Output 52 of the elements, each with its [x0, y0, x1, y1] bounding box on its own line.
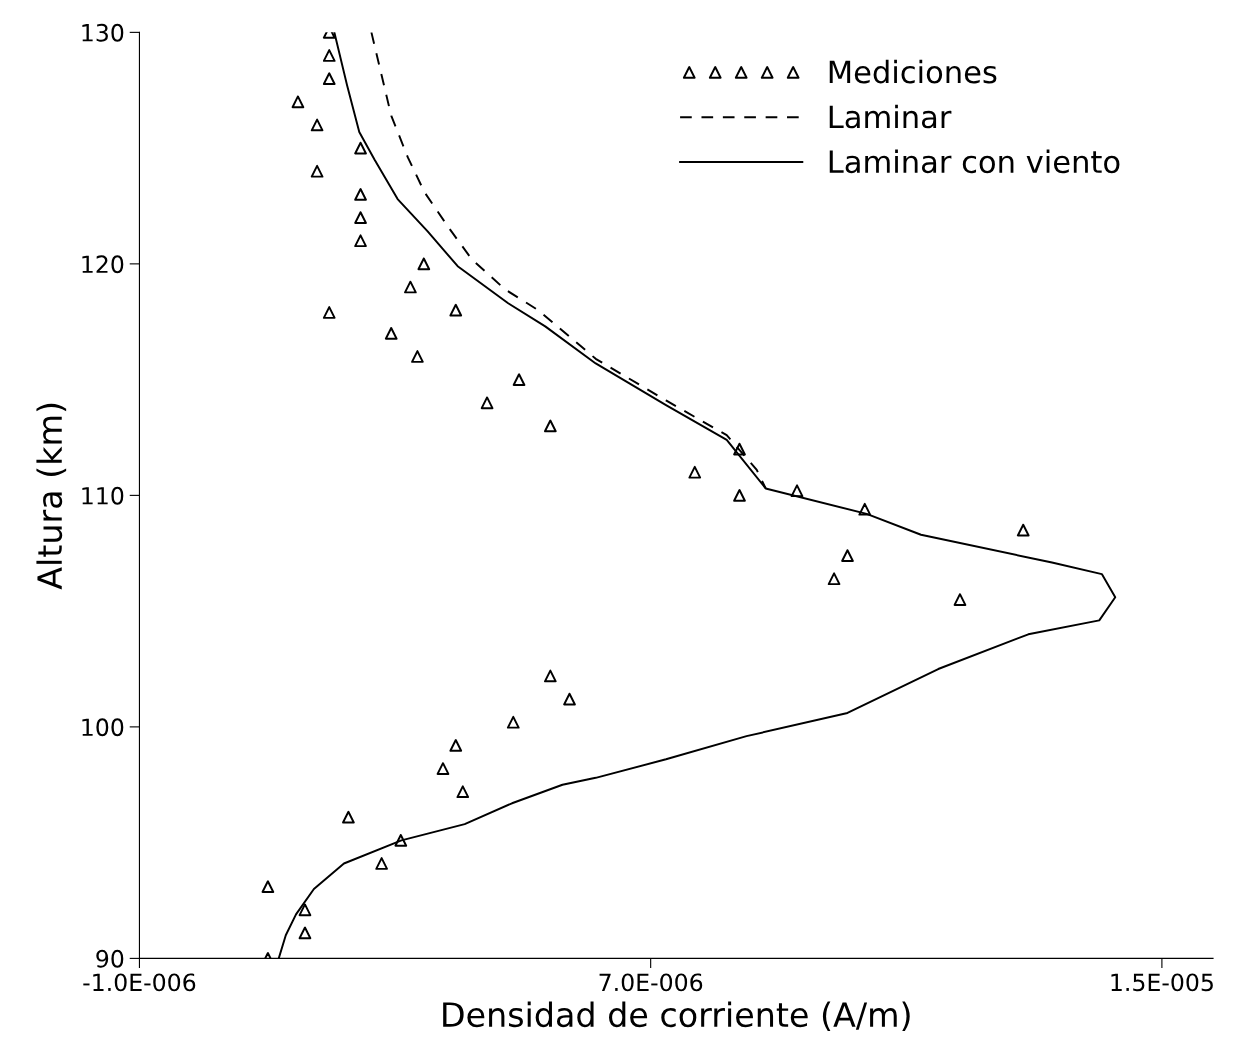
- point: [506, 715, 520, 729]
- point: [563, 692, 576, 706]
- point: [480, 396, 494, 410]
- y-axis-title: Altura (km): [36, 403, 67, 590]
- point: [543, 419, 557, 433]
- y-tick-label: 130: [82, 23, 124, 42]
- x-axis-title: Densidad de corriente (A/m): [443, 1001, 910, 1032]
- point: [342, 810, 355, 824]
- point: [291, 95, 305, 109]
- point: [858, 502, 872, 516]
- point: [733, 442, 746, 456]
- point: [512, 373, 526, 386]
- point: [310, 118, 324, 132]
- point: [354, 188, 367, 201]
- point: [1016, 523, 1030, 537]
- legend-label: Laminar: [829, 104, 952, 129]
- y-tick-label: 100: [82, 718, 124, 737]
- point: [322, 49, 336, 62]
- legend-label: Mediciones: [829, 59, 997, 84]
- point: [310, 164, 324, 178]
- point: [417, 257, 431, 271]
- point: [449, 739, 463, 752]
- point: [733, 489, 746, 502]
- point: [841, 549, 854, 562]
- point: [298, 903, 312, 917]
- point: [354, 141, 367, 155]
- point: [456, 785, 470, 799]
- point: [790, 484, 804, 498]
- point: [354, 211, 367, 224]
- point: [322, 306, 336, 319]
- point: [449, 303, 463, 317]
- point: [827, 572, 841, 586]
- point: [404, 280, 417, 294]
- point: [411, 350, 424, 363]
- legend-label: Laminar con viento: [829, 149, 1120, 174]
- point: [298, 926, 312, 940]
- point: [394, 833, 408, 847]
- point: [375, 857, 388, 870]
- point: [688, 465, 702, 479]
- point: [953, 593, 967, 606]
- x-tick-label: 1.5E-005: [1111, 973, 1213, 992]
- point: [322, 72, 336, 86]
- point: [261, 880, 275, 893]
- point: [543, 669, 557, 683]
- point: [384, 326, 398, 340]
- x-tick-label: -1.0E-006: [83, 973, 196, 992]
- y-tick-label: 110: [82, 486, 124, 505]
- x-tick-label: 7.0E-006: [599, 973, 703, 992]
- y-tick-label: 120: [82, 255, 124, 274]
- y-tick-label: 90: [96, 949, 124, 968]
- point: [436, 762, 450, 775]
- point: [354, 234, 367, 248]
